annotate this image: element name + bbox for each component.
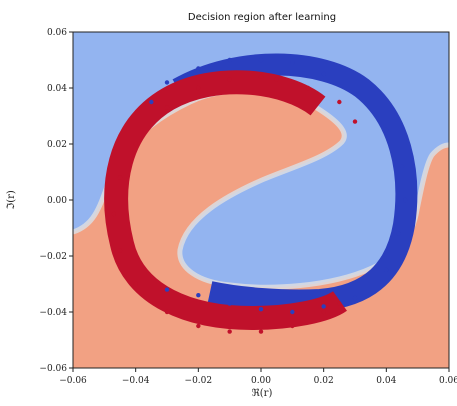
scatter-point-series-2 bbox=[258, 57, 264, 63]
scatter-point-series-2 bbox=[352, 91, 358, 96]
scatter-point-series-1 bbox=[337, 301, 342, 306]
scatter-point-series-2 bbox=[258, 307, 264, 312]
plot-area bbox=[73, 32, 449, 368]
scatter-point-series-1 bbox=[352, 119, 358, 124]
scatter-point-series-1 bbox=[290, 323, 295, 329]
scatter-point-series-1 bbox=[117, 175, 123, 180]
scatter-point-series-2 bbox=[196, 66, 201, 71]
y-tick-label: 0.04 bbox=[47, 84, 67, 94]
x-tick-label: −0.04 bbox=[122, 376, 150, 386]
y-axis: 0.06 0.04 0.02 0.00 −0.02 −0.04 −0.06 bbox=[39, 28, 73, 374]
scatter-point-series-2 bbox=[227, 301, 232, 306]
scatter-point-series-1 bbox=[321, 309, 326, 315]
scatter-point-series-1 bbox=[196, 85, 201, 91]
scatter-point-series-1 bbox=[258, 329, 264, 334]
scatter-point-series-1 bbox=[227, 77, 232, 82]
scatter-point-series-2 bbox=[164, 287, 170, 292]
scatter-point-series-1 bbox=[274, 77, 279, 82]
scatter-point-series-2 bbox=[149, 99, 154, 105]
scatter-point-series-1 bbox=[111, 211, 116, 217]
x-tick-label: 0.00 bbox=[251, 376, 271, 386]
y-axis-label: ℑ(r) bbox=[6, 190, 17, 210]
scatter-point-series-2 bbox=[352, 295, 358, 301]
y-tick-label: −0.02 bbox=[39, 252, 67, 262]
y-tick-label: −0.04 bbox=[39, 308, 67, 318]
scatter-point-series-2 bbox=[164, 80, 170, 85]
x-axis-label: ℜ(r) bbox=[252, 388, 273, 399]
y-tick-label: −0.06 bbox=[39, 364, 67, 374]
scatter-point-series-2 bbox=[384, 267, 389, 273]
x-axis: −0.06 −0.04 −0.02 0.00 0.02 0.04 0.06 bbox=[59, 368, 457, 386]
scatter-point-series-1 bbox=[196, 323, 201, 329]
y-tick-label: 0.02 bbox=[47, 140, 67, 150]
scatter-point-series-1 bbox=[133, 141, 138, 147]
y-tick-label: 0.00 bbox=[47, 196, 67, 206]
scatter-point-series-2 bbox=[196, 293, 201, 298]
scatter-point-series-1 bbox=[227, 329, 232, 334]
scatter-point-series-1 bbox=[133, 281, 138, 287]
scatter-point-series-2 bbox=[384, 127, 389, 133]
scatter-point-series-1 bbox=[337, 99, 342, 105]
scatter-point-series-2 bbox=[396, 231, 402, 236]
x-tick-label: −0.06 bbox=[59, 376, 87, 386]
scatter-point-series-2 bbox=[290, 309, 295, 315]
scatter-point-series-1 bbox=[258, 74, 264, 80]
scatter-points bbox=[111, 57, 408, 334]
scatter-point-series-2 bbox=[399, 164, 405, 169]
scatter-point-series-2 bbox=[290, 60, 295, 65]
red-ring bbox=[104, 70, 347, 331]
x-tick-label: 0.04 bbox=[376, 376, 396, 386]
scatter-point-series-2 bbox=[321, 304, 326, 309]
x-tick-label: 0.02 bbox=[314, 376, 334, 386]
chart-title: Decision region after learning bbox=[188, 12, 336, 23]
scatter-point-series-2 bbox=[321, 71, 326, 77]
scatter-point-series-1 bbox=[117, 248, 123, 253]
scatter-point-series-2 bbox=[227, 57, 232, 63]
blue-ring bbox=[172, 53, 418, 312]
x-tick-label: 0.06 bbox=[439, 376, 457, 386]
x-tick-label: −0.02 bbox=[185, 376, 213, 386]
y-tick-label: 0.06 bbox=[47, 28, 67, 38]
scatter-point-series-1 bbox=[164, 105, 170, 110]
scatter-point-series-2 bbox=[402, 197, 408, 203]
scatter-point-series-1 bbox=[305, 85, 311, 91]
scatter-point-series-1 bbox=[164, 309, 170, 315]
